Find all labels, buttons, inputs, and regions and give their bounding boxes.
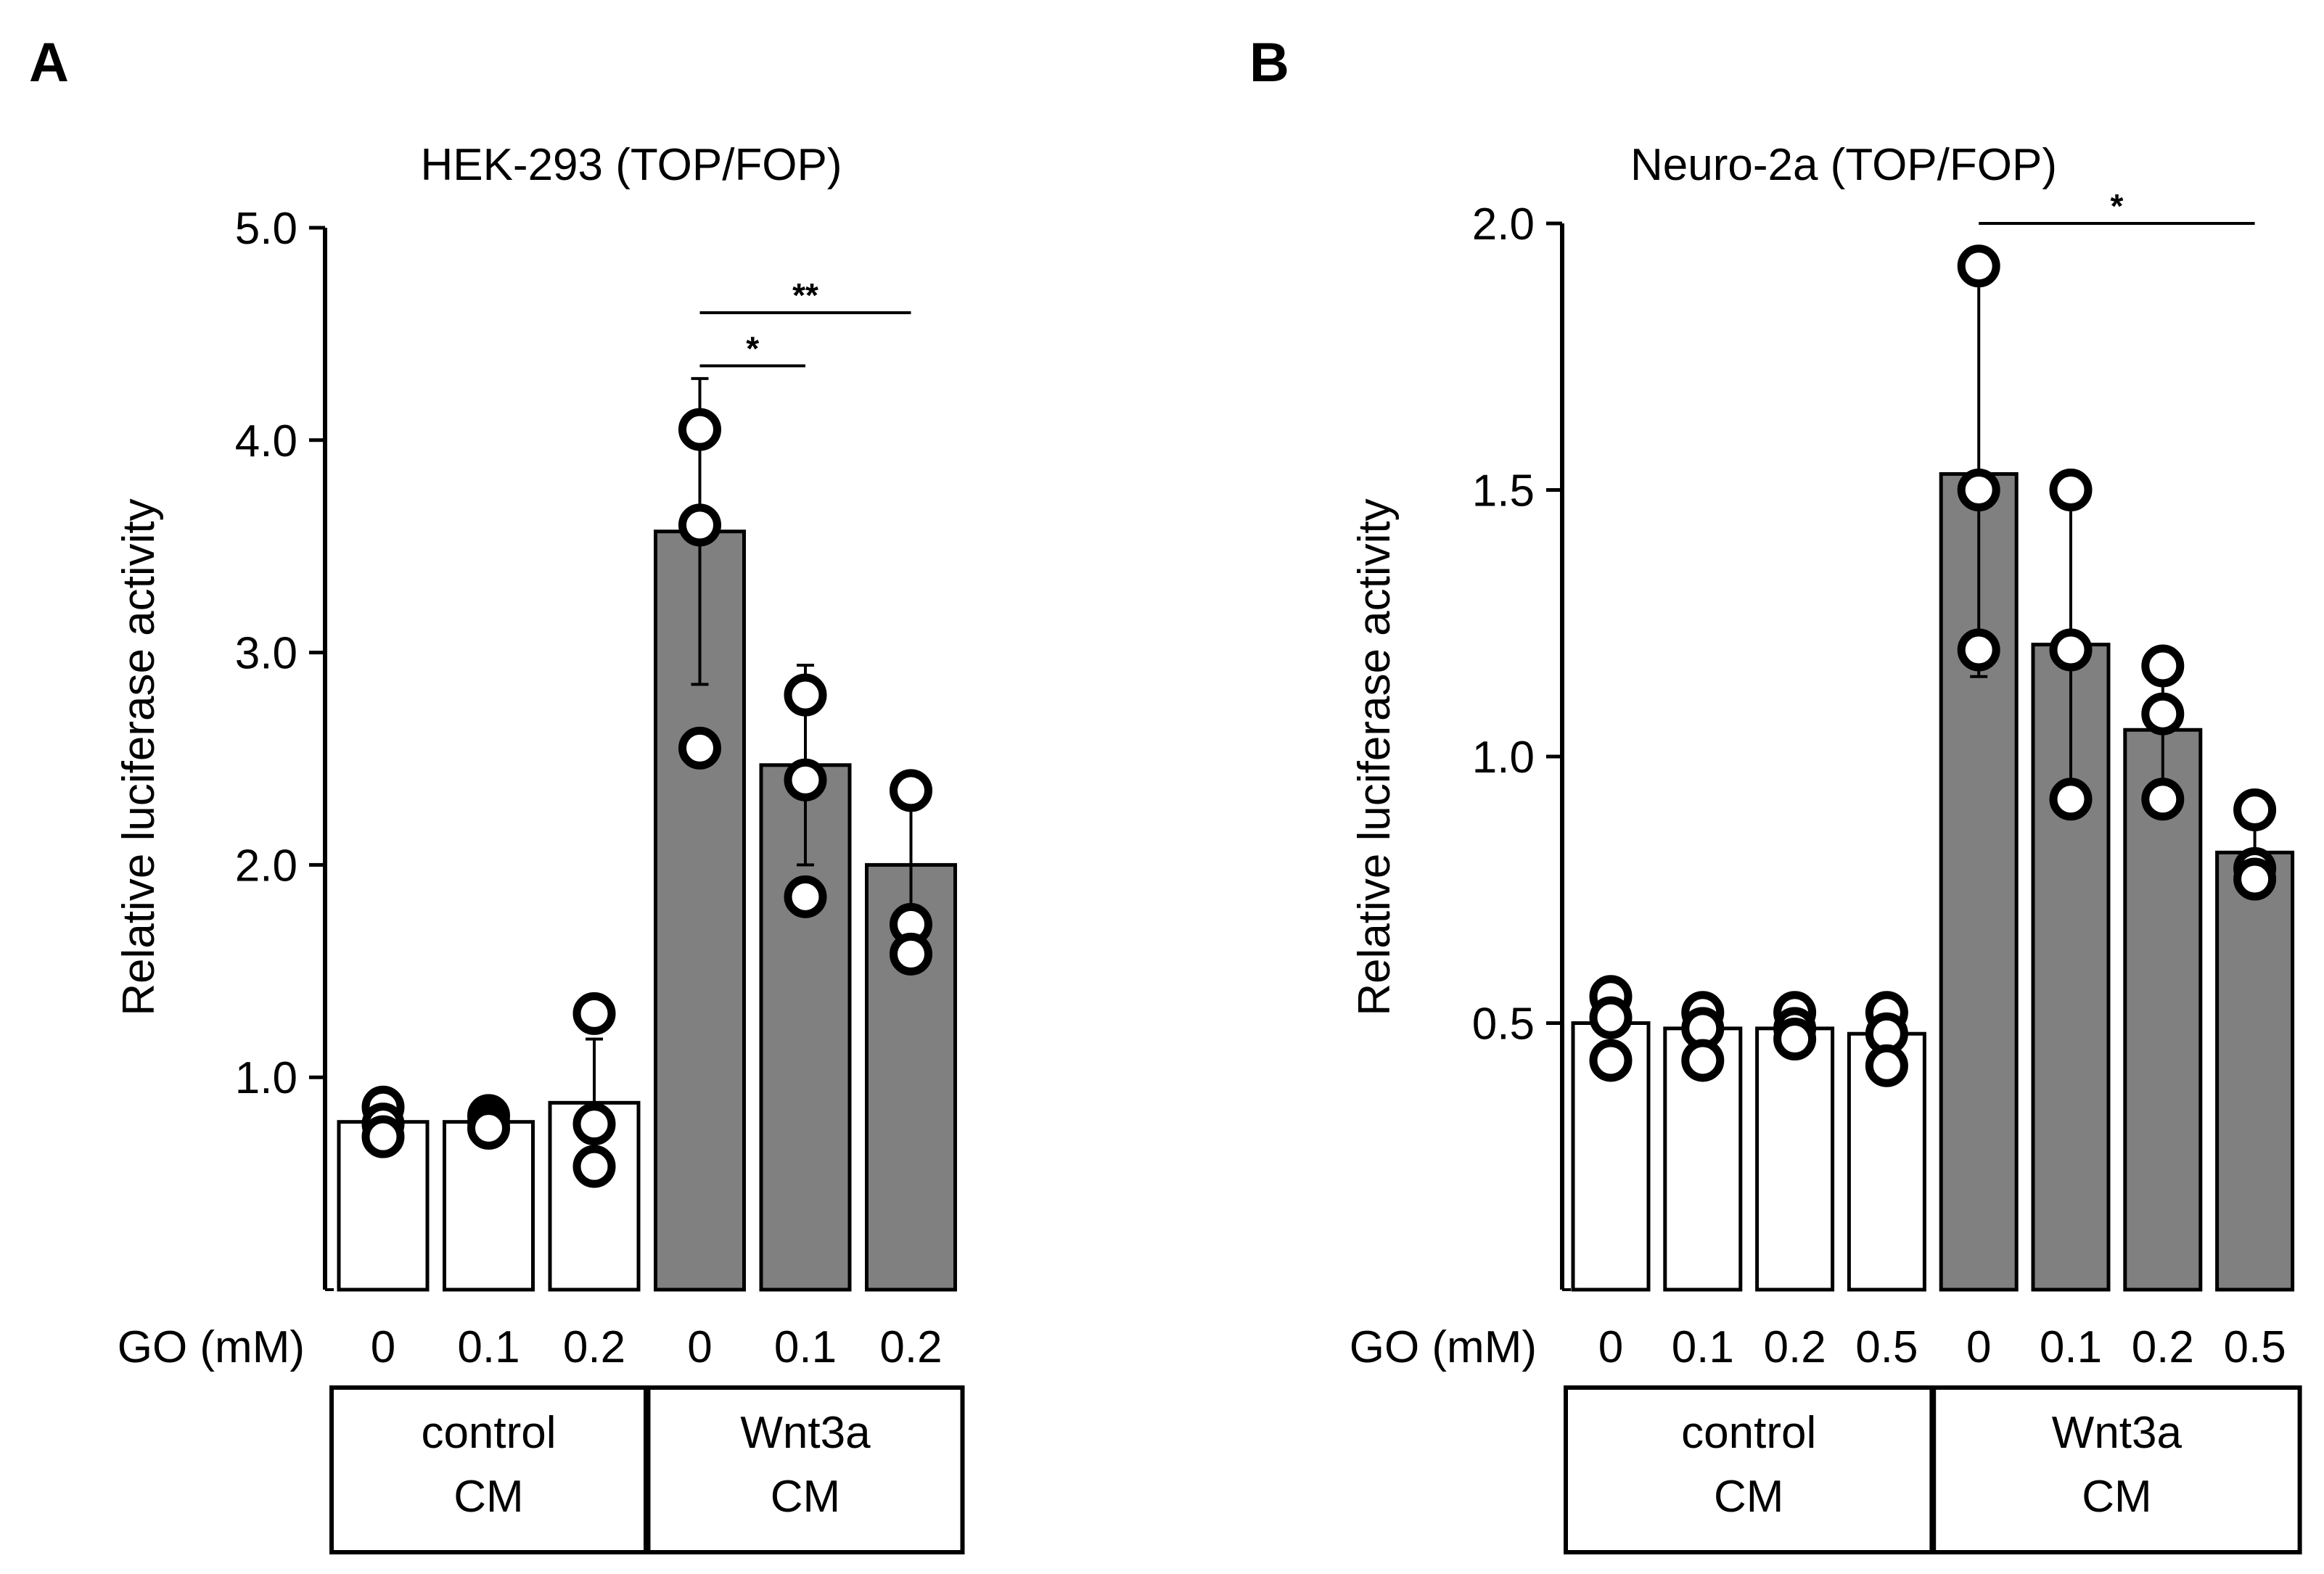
data-point <box>572 992 616 1035</box>
panel-letter-b: B <box>1249 32 1289 94</box>
y-tick-label: 0.5 <box>1472 1000 1535 1050</box>
data-point <box>572 1103 616 1146</box>
group-label: CM <box>453 1472 523 1522</box>
group-box <box>646 1385 965 1554</box>
y-axis-label-b: Relative luciferase activity <box>1350 498 1400 1015</box>
y-tick-label: 1.0 <box>235 1053 297 1103</box>
bar <box>654 530 746 1292</box>
y-axis-label-a: Relative luciferase activity <box>114 498 164 1015</box>
group-box <box>1931 1385 2302 1554</box>
panel-letter-a: A <box>29 32 69 94</box>
y-tick-label: 2.0 <box>235 841 297 891</box>
data-point <box>2049 628 2093 672</box>
group-box <box>329 1385 648 1554</box>
x-tick-label: 0.2 <box>563 1322 625 1372</box>
data-point <box>1589 996 1633 1039</box>
x-tick-label: 0.1 <box>774 1322 837 1372</box>
x-axis-label-a: GO (mM) <box>118 1322 305 1372</box>
group-label: CM <box>1714 1472 1783 1522</box>
x-tick-label: 0 <box>1598 1322 1623 1372</box>
group-label: Wnt3a <box>740 1408 871 1458</box>
chart-title-a: HEK-293 (TOP/FOP) <box>420 140 842 190</box>
data-point <box>1589 1039 1633 1082</box>
data-point <box>2141 692 2185 736</box>
data-point <box>2141 778 2185 821</box>
data-point <box>361 1115 405 1158</box>
data-point <box>784 875 827 918</box>
data-point <box>2141 644 2185 688</box>
data-point <box>1865 1044 1908 1087</box>
data-point <box>572 1145 616 1188</box>
panel-a: A HEK-293 (TOP/FOP) Relative luciferase … <box>29 32 965 1554</box>
x-tick-label: 0.2 <box>2132 1322 2194 1372</box>
panel-b: B Neuro-2a (TOP/FOP) Relative luciferase… <box>1249 32 2302 1554</box>
significance-label: * <box>2110 187 2123 225</box>
x-tick-label: 0.1 <box>457 1322 520 1372</box>
data-point <box>678 726 721 770</box>
group-label: control <box>421 1408 556 1458</box>
group-label: Wnt3a <box>2052 1408 2183 1458</box>
significance-label: ** <box>792 276 818 314</box>
data-point <box>2049 778 2093 821</box>
y-tick-label: 4.0 <box>235 416 297 466</box>
data-point <box>678 503 721 547</box>
data-point <box>2233 788 2277 831</box>
bar <box>1755 1026 1835 1292</box>
x-tick-label: 0.2 <box>879 1322 942 1372</box>
y-tick-label: 1.5 <box>1472 466 1535 516</box>
x-tick-label: 0.5 <box>1855 1322 1918 1372</box>
data-point <box>2233 857 2277 901</box>
data-point <box>784 673 827 717</box>
data-point <box>678 408 721 451</box>
group-label: control <box>1681 1408 1816 1458</box>
y-tick-label: 2.0 <box>1472 199 1535 250</box>
y-tick-label: 3.0 <box>235 629 297 679</box>
data-point <box>1681 1039 1725 1082</box>
y-tick-label: 1.0 <box>1472 733 1535 783</box>
data-point <box>1957 628 2000 672</box>
group-label: CM <box>2082 1472 2151 1522</box>
x-tick-label: 0 <box>687 1322 712 1372</box>
group-label: CM <box>771 1472 840 1522</box>
data-point <box>784 758 827 802</box>
x-tick-label: 0.2 <box>1763 1322 1826 1372</box>
data-point <box>2049 469 2093 511</box>
bar <box>2215 850 2295 1292</box>
significance-label: * <box>746 329 759 367</box>
x-tick-label: 0.1 <box>1672 1322 1734 1372</box>
x-axis-label-b: GO (mM) <box>1350 1322 1537 1372</box>
data-point <box>467 1106 510 1150</box>
bar <box>759 763 852 1292</box>
bar <box>443 1120 535 1292</box>
data-point <box>1957 469 2000 511</box>
chart-title-b: Neuro-2a (TOP/FOP) <box>1630 140 2057 190</box>
data-point <box>890 932 932 976</box>
x-tick-label: 0 <box>371 1322 395 1372</box>
x-tick-label: 0.1 <box>2040 1322 2102 1372</box>
x-tick-label: 0.5 <box>2223 1322 2286 1372</box>
y-tick-label: 5.0 <box>235 204 297 254</box>
data-point <box>1957 244 2000 288</box>
data-point <box>890 769 932 812</box>
x-tick-label: 0 <box>1966 1322 1991 1372</box>
data-point <box>1773 1018 1817 1061</box>
